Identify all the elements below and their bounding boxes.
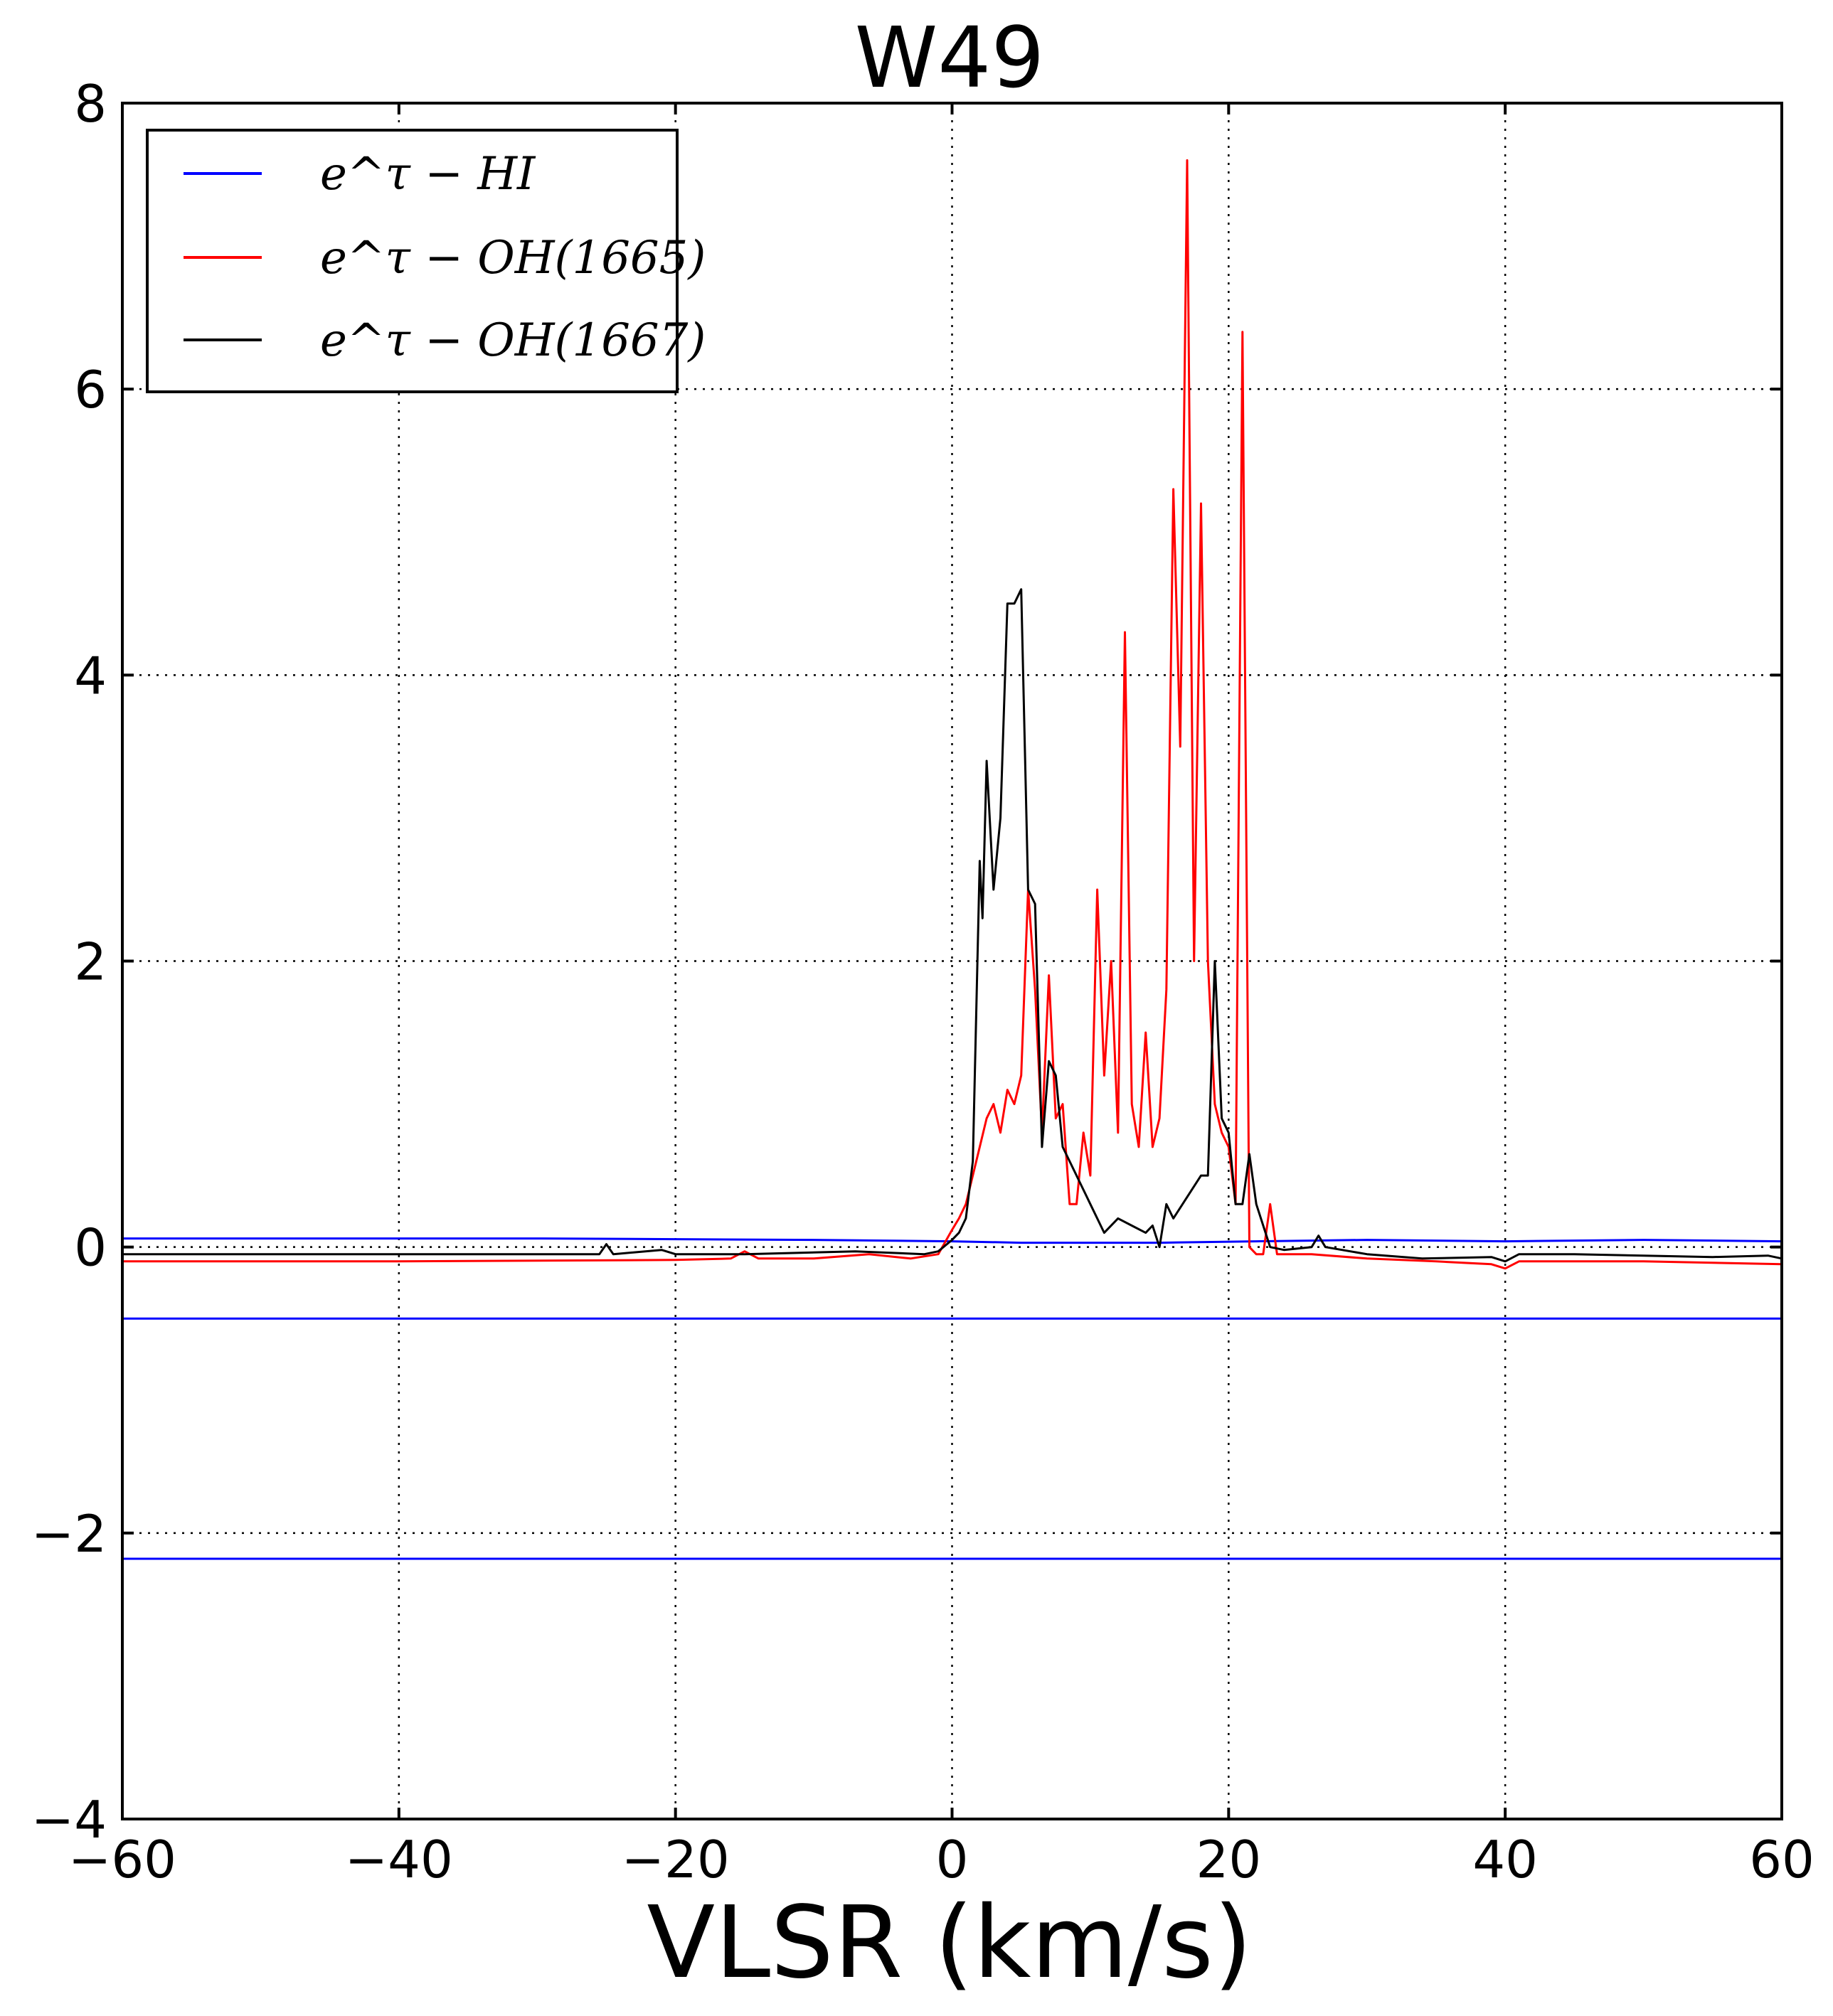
x-tick-label: −20 <box>622 1830 730 1889</box>
y-tick-label: −4 <box>31 1790 107 1850</box>
series-line-oh1667 <box>122 588 1782 1263</box>
x-tick-label: 0 <box>936 1830 969 1889</box>
chart-title: W49 <box>855 9 1045 107</box>
y-tick-label: 2 <box>74 932 107 992</box>
y-tick-label: 4 <box>74 646 107 705</box>
x-tick-label: 40 <box>1472 1830 1538 1889</box>
legend: e^τ − HI e^τ − OH(1665) e^τ − OH(1667) <box>146 129 706 393</box>
y-tick-label: −2 <box>31 1504 107 1564</box>
y-tick-label: 8 <box>74 74 107 134</box>
x-tick-label: 60 <box>1749 1830 1815 1889</box>
x-tick-label: −40 <box>345 1830 453 1889</box>
series-line-oh1665 <box>122 159 1782 1270</box>
legend-label-oh1665: e^τ − OH(1665) <box>320 232 706 284</box>
ticks <box>121 102 1783 1820</box>
x-axis-label: VLSR (km/s) <box>647 1885 1252 2001</box>
series-layer <box>122 159 1782 1560</box>
legend-label-oh1667: e^τ − OH(1667) <box>320 314 706 367</box>
grid <box>122 103 1782 1819</box>
y-tick-label: 0 <box>74 1218 107 1278</box>
x-tick-label: 20 <box>1196 1830 1262 1889</box>
x-tick-label: −60 <box>68 1830 176 1889</box>
y-tick-label: 6 <box>74 360 107 420</box>
legend-label-hi: e^τ − HI <box>320 148 536 201</box>
